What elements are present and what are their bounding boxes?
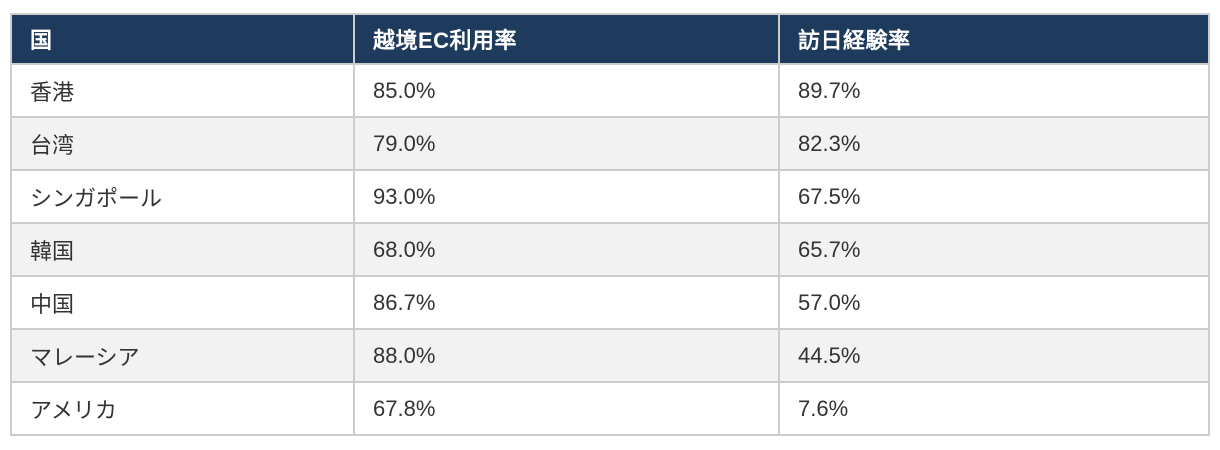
country-cell: シンガポール [10, 169, 355, 224]
table-row: マレーシア 88.0% 44.5% [10, 328, 1210, 383]
column-header-japan-visit-rate: 訪日経験率 [778, 13, 1210, 65]
visit-rate-cell: 57.0% [778, 275, 1210, 330]
country-cell: アメリカ [10, 381, 355, 436]
ec-rate-cell: 93.0% [353, 169, 780, 224]
table-row: 中国 86.7% 57.0% [10, 275, 1210, 330]
table-row: 台湾 79.0% 82.3% [10, 116, 1210, 171]
ec-rate-cell: 85.0% [353, 63, 780, 118]
visit-rate-cell: 67.5% [778, 169, 1210, 224]
ec-rate-cell: 67.8% [353, 381, 780, 436]
visit-rate-cell: 44.5% [778, 328, 1210, 383]
column-header-ec-usage-rate: 越境EC利用率 [353, 13, 780, 65]
country-cell: マレーシア [10, 328, 355, 383]
country-cell: 中国 [10, 275, 355, 330]
ec-rate-cell: 68.0% [353, 222, 780, 277]
table-row: 韓国 68.0% 65.7% [10, 222, 1210, 277]
table-row: アメリカ 67.8% 7.6% [10, 381, 1210, 436]
visit-rate-cell: 65.7% [778, 222, 1210, 277]
country-cell: 韓国 [10, 222, 355, 277]
visit-rate-cell: 82.3% [778, 116, 1210, 171]
ec-rate-cell: 88.0% [353, 328, 780, 383]
visit-rate-cell: 89.7% [778, 63, 1210, 118]
table-row: シンガポール 93.0% 67.5% [10, 169, 1210, 224]
visit-rate-cell: 7.6% [778, 381, 1210, 436]
table-row: 香港 85.0% 89.7% [10, 63, 1210, 118]
country-ec-visit-table-container: 国 越境EC利用率 訪日経験率 香港 85.0% 89.7% 台湾 79.0% … [10, 13, 1210, 436]
ec-rate-cell: 79.0% [353, 116, 780, 171]
country-cell: 香港 [10, 63, 355, 118]
column-header-country: 国 [10, 13, 355, 65]
ec-rate-cell: 86.7% [353, 275, 780, 330]
country-ec-visit-table: 国 越境EC利用率 訪日経験率 香港 85.0% 89.7% 台湾 79.0% … [10, 13, 1210, 436]
country-cell: 台湾 [10, 116, 355, 171]
table-header-row: 国 越境EC利用率 訪日経験率 [10, 13, 1210, 65]
